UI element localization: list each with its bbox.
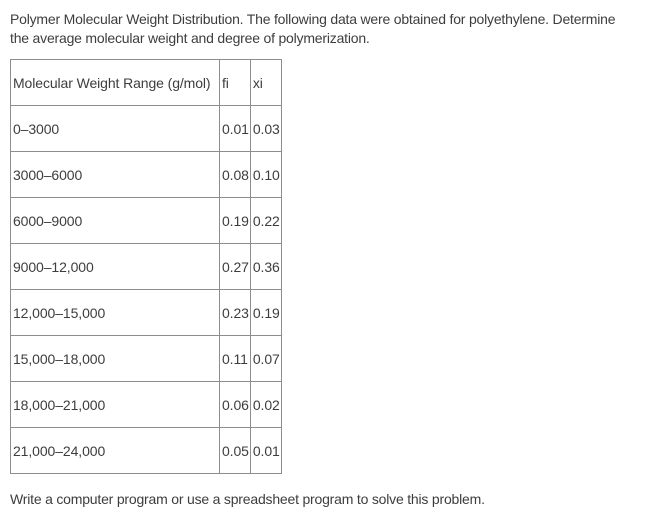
table-row: 6000–9000 0.19 0.22: [10, 197, 282, 244]
col-header-fi: fi: [219, 59, 251, 106]
cell-fi: 0.06: [219, 381, 251, 428]
problem-statement: Polymer Molecular Weight Distribution. T…: [10, 10, 670, 48]
table-row: 0–3000 0.01 0.03: [10, 105, 282, 152]
cell-xi: 0.02: [249, 381, 282, 428]
cell-xi: 0.10: [249, 151, 282, 198]
cell-xi: 0.03: [249, 105, 282, 152]
problem-statement-line-1: Polymer Molecular Weight Distribution. T…: [10, 11, 616, 27]
cell-fi: 0.08: [219, 151, 251, 198]
cell-xi: 0.01: [249, 427, 282, 474]
table-row: 15,000–18,000 0.11 0.07: [10, 335, 282, 382]
problem-statement-line-2: the average molecular weight and degree …: [10, 30, 370, 46]
cell-fi: 0.19: [219, 197, 251, 244]
table-header-row: Molecular Weight Range (g/mol) fi xi: [10, 59, 282, 106]
cell-xi: 0.36: [249, 243, 282, 290]
cell-range: 9000–12,000: [10, 243, 220, 290]
instruction-text: Write a computer program or use a spread…: [10, 491, 485, 507]
table-row: 18,000–21,000 0.06 0.02: [10, 381, 282, 428]
cell-range: 12,000–15,000: [10, 289, 220, 336]
col-header-range: Molecular Weight Range (g/mol): [10, 59, 220, 106]
table-row: 12,000–15,000 0.23 0.19: [10, 289, 282, 336]
cell-fi: 0.05: [219, 427, 251, 474]
table-row: 21,000–24,000 0.05 0.01: [10, 427, 282, 474]
cell-xi: 0.19: [249, 289, 282, 336]
cell-xi: 0.07: [249, 335, 282, 382]
cell-fi: 0.11: [219, 335, 251, 382]
cell-fi: 0.01: [219, 105, 251, 152]
cell-fi: 0.27: [219, 243, 251, 290]
molecular-weight-table: Molecular Weight Range (g/mol) fi xi 0–3…: [10, 59, 282, 474]
cell-xi: 0.22: [249, 197, 282, 244]
cell-range: 15,000–18,000: [10, 335, 220, 382]
cell-range: 18,000–21,000: [10, 381, 220, 428]
cell-range: 21,000–24,000: [10, 427, 220, 474]
cell-fi: 0.23: [219, 289, 251, 336]
col-header-xi: xi: [249, 59, 282, 106]
cell-range: 3000–6000: [10, 151, 220, 198]
table-row: 3000–6000 0.08 0.10: [10, 151, 282, 198]
cell-range: 0–3000: [10, 105, 220, 152]
table-row: 9000–12,000 0.27 0.36: [10, 243, 282, 290]
cell-range: 6000–9000: [10, 197, 220, 244]
